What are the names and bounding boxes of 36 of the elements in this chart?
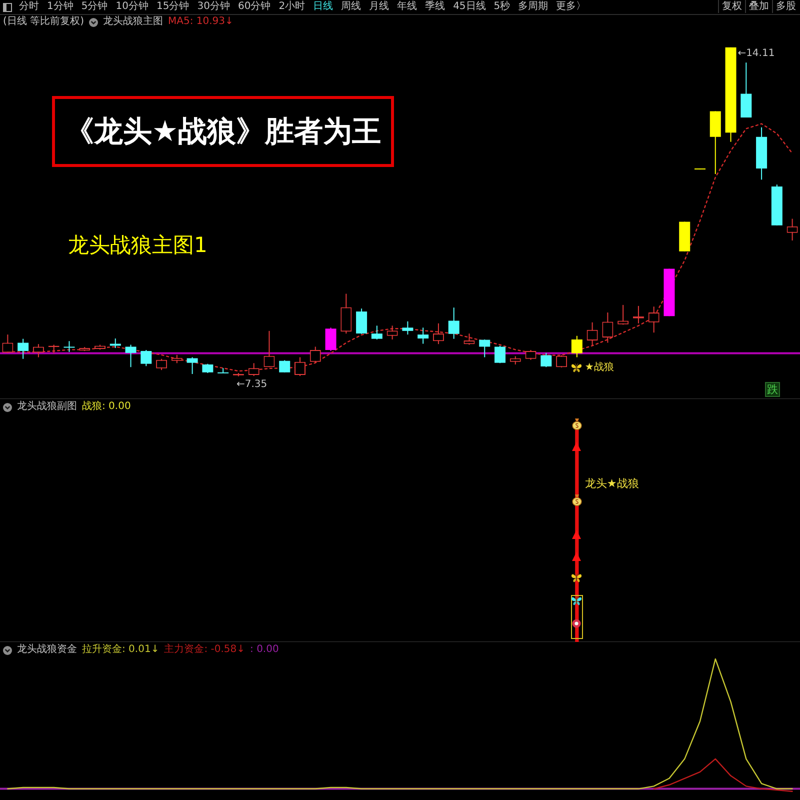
text: 10分钟 (116, 1, 148, 13)
text: 1分钟 (47, 1, 74, 13)
text: MA5: 10.93↓ (168, 16, 234, 28)
text: 龙头战狼主图 (102, 16, 163, 28)
text: 日线 (313, 1, 334, 13)
text: 45日线 (453, 1, 486, 13)
text: 更多〉 (556, 1, 586, 13)
text: 30分钟 (197, 1, 230, 13)
annotation: ★战狼 (584, 362, 614, 374)
text: 跌 (765, 382, 780, 397)
text: 多股 (772, 0, 799, 13)
text: 月线 (369, 1, 390, 13)
text: 主力资金: -0.58↓ (164, 644, 246, 656)
text: 分时 (19, 1, 39, 13)
text: 年线 (397, 1, 418, 13)
text: 周线 (341, 1, 362, 13)
annotation: 龙头★战狼 (584, 477, 639, 490)
text: 15分钟 (156, 1, 190, 13)
text: 5分钟 (81, 1, 108, 13)
text: 复权 (718, 0, 745, 13)
text: 2小时 (278, 1, 306, 13)
text: 叠加 (745, 0, 772, 13)
text: 拉升资金: 0.01↓ (82, 644, 160, 656)
text: : 0.00 (250, 644, 279, 656)
text: 龙头战狼资金 (17, 644, 77, 656)
text: 5秒 (494, 1, 510, 13)
text: 多周期 (518, 1, 548, 13)
text: 60分钟 (238, 1, 271, 13)
text: 龙头战狼副图 (17, 401, 77, 413)
text: 龙头战狼主图1 (68, 233, 208, 258)
text: 《龙头★战狼》胜者为王 (65, 114, 381, 148)
text: (日线 等比前复权) (3, 16, 84, 28)
text: 战狼: 0.00 (82, 401, 131, 413)
annotation: ←14.11 (738, 48, 775, 60)
text: ←7.35 (236, 378, 268, 390)
text: 季线 (425, 1, 446, 13)
